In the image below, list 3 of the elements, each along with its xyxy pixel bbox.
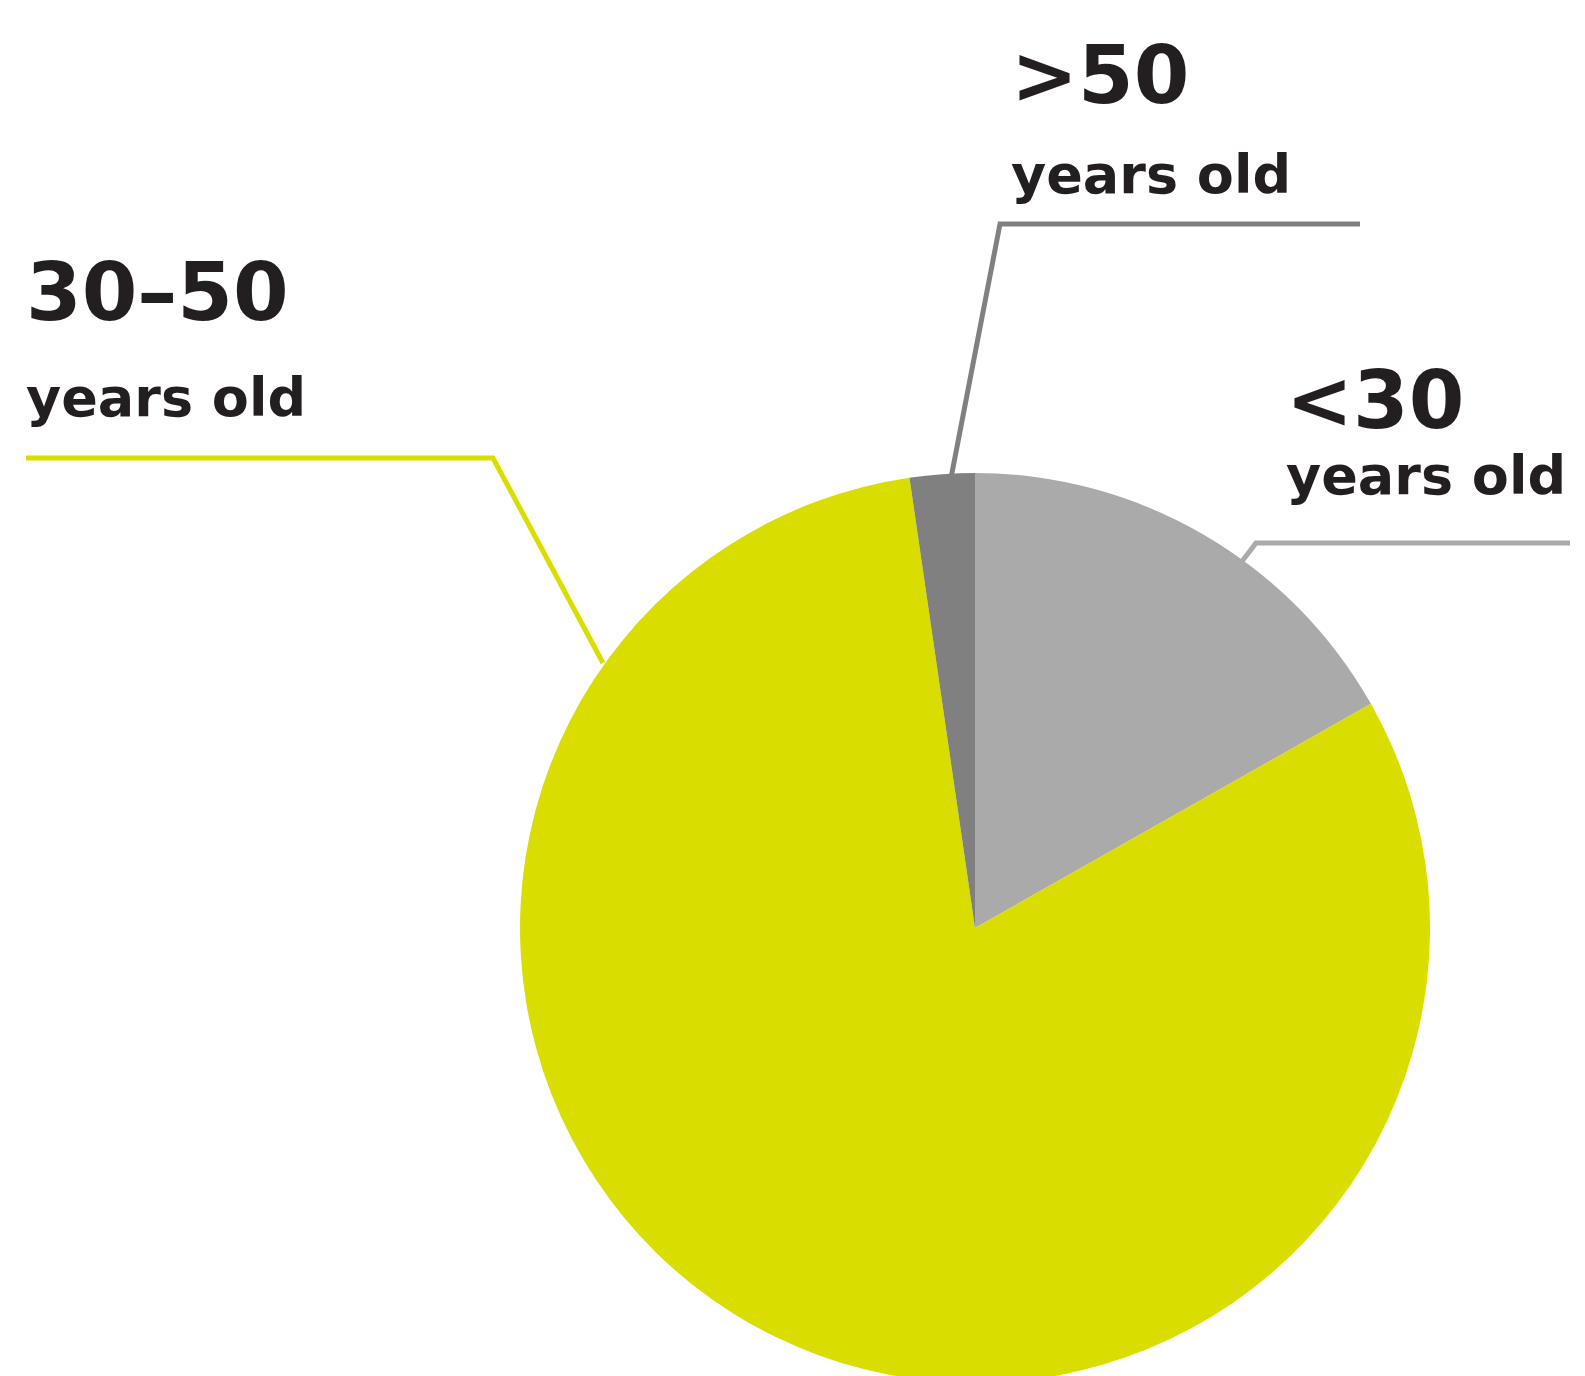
slice-label: 30–50 years old — [26, 246, 307, 429]
slice-label: >50 years old — [1011, 29, 1292, 206]
slice-label: <30 years old — [1286, 354, 1567, 507]
